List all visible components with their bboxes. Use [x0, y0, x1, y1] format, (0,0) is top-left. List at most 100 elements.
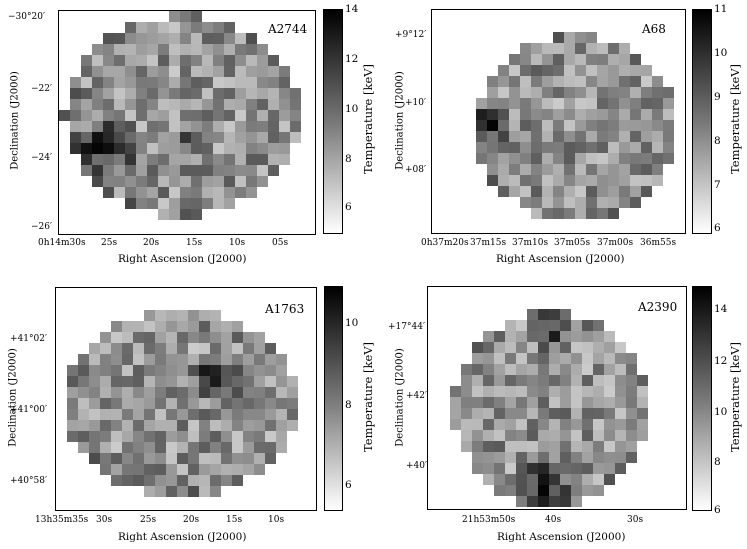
map-pixel — [461, 386, 472, 397]
map-pixel — [243, 453, 254, 464]
map-pixel — [586, 208, 597, 219]
map-pixel — [531, 54, 542, 65]
x-tick: 13h35m35s — [35, 515, 89, 525]
map-pixel — [276, 409, 287, 420]
y-tick: +41°00′ — [10, 405, 47, 415]
map-pixel — [147, 44, 158, 55]
map-pixel — [191, 121, 202, 132]
map-pixel — [542, 43, 553, 54]
map-pixel — [571, 353, 582, 364]
map-pixel — [188, 420, 199, 431]
map-pixel — [553, 65, 564, 76]
map-pixel — [246, 33, 257, 44]
map-pixel — [564, 208, 575, 219]
map-pixel — [520, 87, 531, 98]
map-pixel — [147, 132, 158, 143]
map-pixel — [527, 463, 538, 474]
map-pixel — [155, 387, 166, 398]
map-pixel — [246, 99, 257, 110]
map-pixel — [597, 208, 608, 219]
map-pixel — [136, 55, 147, 66]
map-pixel — [166, 354, 177, 365]
map-pixel — [615, 364, 626, 375]
map-pixel — [78, 354, 89, 365]
map-pixel — [224, 88, 235, 99]
map-pixel — [235, 154, 246, 165]
map-pixel — [265, 420, 276, 431]
map-pixel — [483, 364, 494, 375]
map-pixel — [498, 186, 509, 197]
map-pixel — [608, 164, 619, 175]
map-pixel — [597, 164, 608, 175]
map-pixel — [191, 110, 202, 121]
x-tick: 36m55s — [640, 238, 677, 248]
map-pixel — [597, 98, 608, 109]
map-pixel — [626, 408, 637, 419]
x-tick: 15s — [186, 238, 203, 248]
map-pixel — [92, 66, 103, 77]
map-pixel — [538, 485, 549, 496]
map-pixel — [626, 441, 637, 452]
map-pixel — [560, 419, 571, 430]
map-pixel — [169, 187, 180, 198]
colorbar-label: Temperature [keV] — [361, 63, 375, 174]
map-pixel — [560, 485, 571, 496]
map-pixel — [549, 452, 560, 463]
map-pixel — [527, 430, 538, 441]
map-pixel — [487, 164, 498, 175]
map-pixel — [111, 442, 122, 453]
map-pixel — [147, 55, 158, 66]
map-pixel — [103, 176, 114, 187]
colorbar — [692, 9, 712, 234]
map-pixel — [100, 398, 111, 409]
map-pixel — [125, 198, 136, 209]
map-pixel — [114, 110, 125, 121]
map-pixel — [487, 175, 498, 186]
map-pixel — [652, 76, 663, 87]
map-pixel — [114, 55, 125, 66]
map-pixel — [531, 131, 542, 142]
map-pixel — [213, 121, 224, 132]
map-pixel — [450, 419, 461, 430]
map-pixel — [538, 364, 549, 375]
map-pixel — [608, 153, 619, 164]
map-pixel — [243, 442, 254, 453]
map-pixel — [166, 442, 177, 453]
map-pixel — [188, 442, 199, 453]
map-pixel — [67, 387, 78, 398]
map-pixel — [531, 43, 542, 54]
map-pixel — [268, 165, 279, 176]
map-pixel — [487, 120, 498, 131]
map-pixel — [487, 98, 498, 109]
map-pixel — [213, 187, 224, 198]
map-pixel — [188, 387, 199, 398]
map-pixel — [538, 463, 549, 474]
map-pixel — [505, 452, 516, 463]
map-pixel — [125, 154, 136, 165]
map-pixel — [608, 142, 619, 153]
map-pixel — [549, 430, 560, 441]
map-pixel — [586, 131, 597, 142]
map-pixel — [89, 398, 100, 409]
map-pixel — [111, 376, 122, 387]
map-pixel — [553, 87, 564, 98]
map-pixel — [103, 143, 114, 154]
map-pixel — [111, 332, 122, 343]
map-pixel — [641, 76, 652, 87]
map-pixel — [476, 131, 487, 142]
map-pixel — [133, 475, 144, 486]
map-pixel — [582, 441, 593, 452]
map-pixel — [542, 175, 553, 186]
x-tick: 20s — [183, 515, 200, 525]
map-pixel — [571, 474, 582, 485]
map-pixel — [202, 132, 213, 143]
map-pixel — [509, 131, 520, 142]
map-pixel — [498, 87, 509, 98]
map-pixel — [604, 441, 615, 452]
map-pixel — [177, 486, 188, 497]
colorbar-tick: 8 — [714, 456, 721, 468]
map-pixel — [111, 343, 122, 354]
map-pixel — [604, 375, 615, 386]
map-pixel — [575, 164, 586, 175]
map-pixel — [158, 44, 169, 55]
